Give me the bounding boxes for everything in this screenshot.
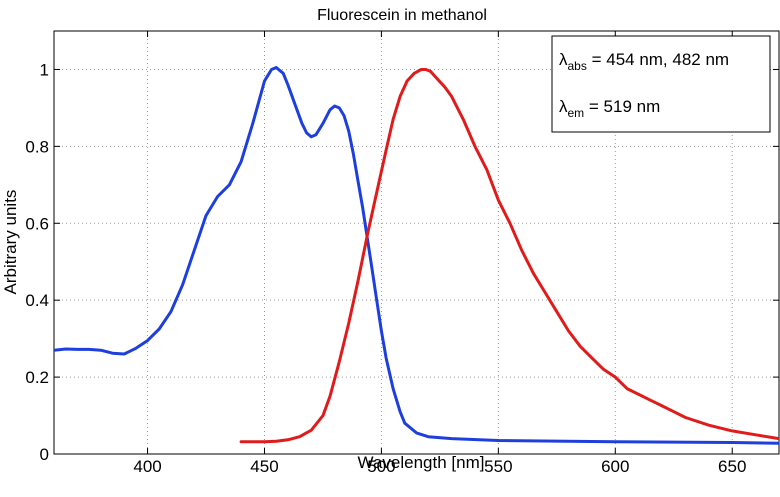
y-tick-label: 0.6 xyxy=(25,214,49,233)
annotation-box: λabs = 454 nm, 482 nm λem = 519 nm xyxy=(551,35,771,133)
em-subscript: em xyxy=(568,106,585,120)
x-axis-label: Wavelength [nm] xyxy=(358,453,485,472)
chart-title: Fluorescein in methanol xyxy=(317,7,487,24)
x-tick-label: 500 xyxy=(367,457,395,476)
ticks: 400 450 500 550 600 650 0 0.2 0.4 0.6 0.8 1 xyxy=(25,31,779,476)
em-value: = 519 nm xyxy=(584,97,660,116)
x-tick-label: 550 xyxy=(484,457,512,476)
abs-value: = 454 nm, 482 nm xyxy=(587,50,729,69)
y-tick-label: 0.2 xyxy=(25,368,49,387)
x-tick-label: 600 xyxy=(601,457,629,476)
lambda-symbol: λ xyxy=(559,97,568,116)
series-layer xyxy=(54,66,779,445)
y-tick-label: 1 xyxy=(40,60,49,79)
absorption-series-line xyxy=(54,66,779,445)
y-tick-label: 0.4 xyxy=(25,291,49,310)
lambda-symbol: λ xyxy=(559,50,568,69)
x-tick-label: 650 xyxy=(718,457,746,476)
x-tick-label: 400 xyxy=(133,457,161,476)
emission-series-line xyxy=(239,68,779,444)
annotation-line-abs: λabs = 454 nm, 482 nm xyxy=(559,50,729,73)
abs-subscript: abs xyxy=(568,59,587,73)
y-tick-label: 0.8 xyxy=(25,137,49,156)
annotation-line-em: λem = 519 nm xyxy=(559,97,660,120)
x-tick-label: 450 xyxy=(250,457,278,476)
y-tick-label: 0 xyxy=(40,445,49,464)
annotation-frame xyxy=(551,35,771,133)
plot-frame xyxy=(53,30,780,455)
y-axis-label: Arbitrary units xyxy=(1,190,20,295)
